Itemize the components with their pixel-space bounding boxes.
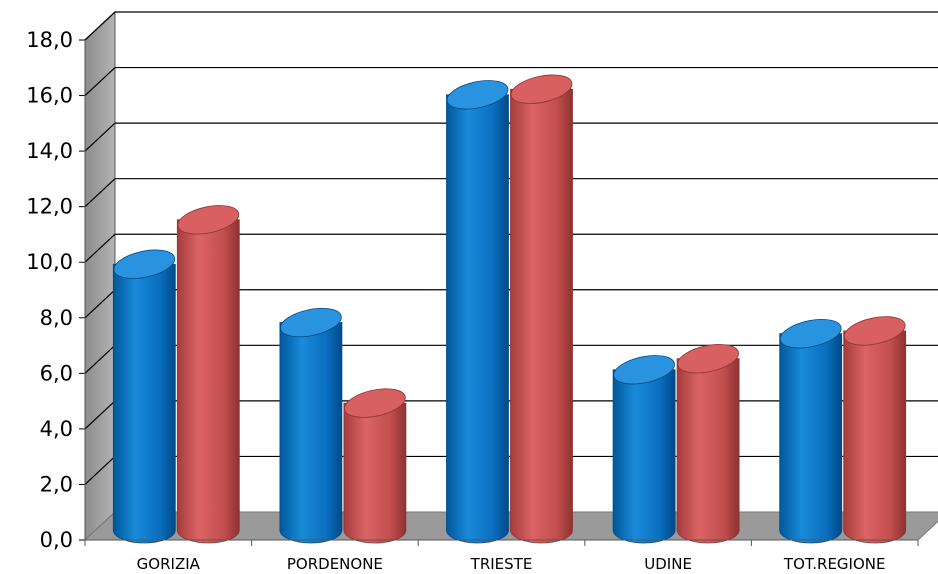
bar: [510, 74, 573, 544]
bar-top: [177, 205, 240, 235]
gridline-side: [84, 11, 116, 41]
y-tick-label: 14,0: [26, 139, 73, 163]
bar: [612, 355, 676, 544]
bar: [676, 344, 740, 544]
bar-body: [779, 333, 843, 544]
x-tick-label: UDINE: [644, 555, 692, 573]
gridline-side: [84, 122, 116, 152]
y-tick-label: 18,0: [26, 28, 73, 52]
gridline-side: [84, 456, 116, 485]
bar-body: [676, 358, 740, 544]
bar-top: [779, 319, 842, 349]
gridline-side: [84, 289, 116, 319]
y-tick-label: 8,0: [40, 306, 73, 330]
bar-top: [446, 80, 509, 110]
bar: [843, 316, 907, 544]
gridline-side: [84, 400, 116, 430]
bar-body: [510, 88, 573, 544]
y-tick-label: 0,0: [40, 528, 73, 552]
bar: [176, 205, 240, 544]
bar: [446, 80, 509, 544]
bar-top: [677, 344, 739, 374]
x-tick-label: PORDENONE: [287, 555, 383, 573]
bar-top: [344, 388, 406, 418]
bar-body: [112, 263, 176, 544]
y-tick-label: 4,0: [40, 417, 73, 441]
bar: [112, 249, 176, 544]
bar-top: [510, 74, 573, 104]
bar: [779, 319, 843, 544]
bar-top: [113, 249, 176, 279]
y-tick-label: 10,0: [26, 250, 73, 274]
bar-top: [843, 316, 906, 346]
gridline-side: [84, 178, 116, 208]
y-tick-label: 12,0: [26, 195, 73, 219]
y-tick-label: 16,0: [26, 84, 73, 108]
gridline-side: [84, 67, 116, 96]
x-tick-label: GORIZIA: [137, 555, 201, 573]
bar: [343, 388, 407, 544]
y-tick-label: 2,0: [40, 472, 73, 496]
bar: [279, 307, 343, 544]
bar-top: [280, 307, 342, 338]
bar-body: [843, 330, 907, 544]
y-axis: 0,0 2,0 4,0 6,0 8,0 10,0 12,0 14,0 16,0 18,0: [26, 28, 86, 552]
bar-top: [613, 355, 675, 385]
bar-body: [343, 402, 407, 544]
y-tick-label: 6,0: [40, 361, 73, 385]
bars: [112, 74, 907, 544]
bar-body: [279, 322, 343, 544]
gridline-side: [84, 344, 116, 374]
bar-body: [612, 369, 676, 544]
bar-body: [446, 94, 509, 544]
gridline-side: [84, 233, 116, 263]
x-axis: GORIZIA PORDENONE TRIESTE UDINE TOT.REGIONE: [84, 539, 919, 573]
x-tick-label: TOT.REGIONE: [783, 555, 886, 573]
x-tick-label: TRIESTE: [470, 555, 533, 573]
bar-body: [176, 219, 240, 544]
